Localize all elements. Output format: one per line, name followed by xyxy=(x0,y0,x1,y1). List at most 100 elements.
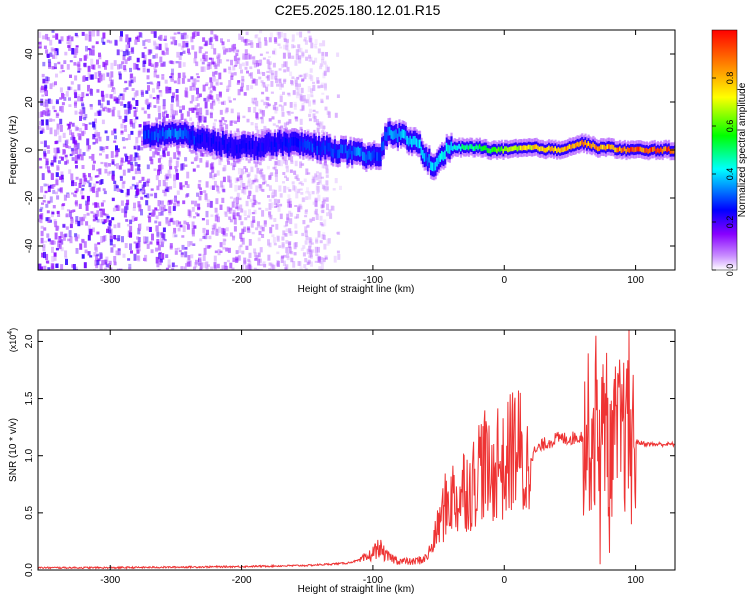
spectrogram-noise-cell xyxy=(243,260,247,266)
spectrogram-noise-cell xyxy=(296,76,300,80)
spectrogram-noise-cell xyxy=(189,100,193,104)
spectrogram-noise-cell xyxy=(60,264,64,270)
spectrogram-noise-cell xyxy=(274,172,278,177)
spectrogram-noise-cell xyxy=(296,32,300,36)
spectrogram-noise-cell xyxy=(186,260,190,264)
spectrogram-noise-cell xyxy=(259,263,263,266)
spectrogram-ridge-core xyxy=(436,157,439,167)
spectrogram-noise-cell xyxy=(216,57,220,63)
spectrogram-ridge-core xyxy=(322,141,325,150)
spectrogram-noise-cell xyxy=(268,154,272,161)
spectrogram-noise-cell xyxy=(211,162,215,169)
spectrogram-noise-cell xyxy=(176,100,180,107)
spectrogram-noise-cell xyxy=(319,215,323,221)
spectrogram-noise-cell xyxy=(285,247,289,254)
spectrogram-noise-cell xyxy=(275,203,279,208)
spectrogram-ridge-core xyxy=(638,146,641,152)
spectrogram-noise-cell xyxy=(49,127,53,135)
spectrogram-noise-cell xyxy=(236,192,240,198)
spectrogram-ridge-core xyxy=(486,147,489,153)
spectrogram-noise-cell xyxy=(278,185,282,192)
colorbar-tick-label: 0.0 xyxy=(725,264,735,277)
spectrogram-noise-cell xyxy=(40,186,44,193)
spectrogram-noise-cell xyxy=(42,61,46,67)
spectrogram-noise-cell xyxy=(61,203,65,210)
spectrogram-noise-cell xyxy=(87,71,91,79)
spectrogram-noise-cell xyxy=(301,105,305,111)
spectrogram-noise-cell xyxy=(324,257,328,260)
spectrogram-noise-cell xyxy=(106,135,110,141)
spectrogram-noise-cell xyxy=(208,57,212,60)
spectrogram-noise-cell xyxy=(219,250,223,253)
spectrogram-noise-cell xyxy=(263,101,267,106)
spectrogram-ridge-core xyxy=(387,127,390,136)
spectrogram-noise-cell xyxy=(138,32,142,37)
spectrogram-noise-cell xyxy=(268,262,272,266)
spectrogram-ridge-core xyxy=(447,144,450,154)
spectrogram-ridge-core xyxy=(469,144,472,149)
spectrogram-noise-cell xyxy=(177,247,181,250)
spectrogram-noise-cell xyxy=(286,111,290,114)
spectrogram-noise-cell xyxy=(84,33,88,41)
spectrogram-noise-cell xyxy=(216,232,220,236)
spectrogram-noise-cell xyxy=(315,239,319,243)
spectrogram-noise-cell xyxy=(175,94,179,102)
spectrogram-noise-cell xyxy=(41,127,45,133)
spectrogram-noise-cell xyxy=(215,94,219,100)
spectrogram-noise-cell xyxy=(258,258,262,263)
spectrogram-noise-cell xyxy=(74,92,78,99)
spectrogram-noise-cell xyxy=(87,65,91,72)
spectrogram-noise-cell xyxy=(249,66,253,70)
spectrogram-ridge-core xyxy=(277,137,280,147)
spectrogram-noise-cell xyxy=(164,188,168,192)
spectrogram-noise-cell xyxy=(96,59,99,65)
spectrogram-noise-cell xyxy=(241,250,245,255)
spectrogram-noise-cell xyxy=(59,187,63,194)
spectrogram-noise-cell xyxy=(246,118,250,123)
spectrogram-noise-cell xyxy=(113,235,117,239)
spectrogram-noise-cell xyxy=(210,43,214,49)
spectrogram-noise-cell xyxy=(68,39,72,46)
spectrogram-noise-cell xyxy=(119,175,123,178)
spectrogram-noise-cell xyxy=(82,76,86,82)
spectrogram-noise-cell xyxy=(75,188,79,192)
spectrogram-noise-cell xyxy=(47,59,51,63)
spectrogram-noise-cell xyxy=(111,197,115,202)
spectrogram-noise-cell xyxy=(198,195,202,201)
spectrogram-noise-cell xyxy=(307,191,311,195)
spectrogram-noise-cell xyxy=(310,42,314,49)
spectrogram-noise-cell xyxy=(277,205,281,212)
spectrogram-ridge-core xyxy=(377,152,381,162)
spectrogram-noise-cell xyxy=(101,149,105,153)
spectrogram-noise-cell xyxy=(265,207,269,211)
spectrogram-ridge-core xyxy=(608,144,611,149)
spectrogram-noise-cell xyxy=(117,248,121,256)
spectrogram-ridge-core xyxy=(262,143,266,152)
spectrogram-noise-cell xyxy=(239,175,242,179)
spectrogram-ridge-core xyxy=(258,142,261,152)
spectrogram-noise-cell xyxy=(137,67,141,71)
spectrogram-ridge-core xyxy=(366,151,370,160)
spectrogram-noise-cell xyxy=(227,247,231,253)
spectrogram-noise-cell xyxy=(158,169,162,174)
spectrogram-noise-cell xyxy=(156,239,160,244)
spectrogram-noise-cell xyxy=(214,119,217,122)
spectrogram-ridge-core xyxy=(151,131,154,141)
spectrogram-noise-cell xyxy=(241,82,244,88)
spectrogram-y-label: Frequency (Hz) xyxy=(8,116,19,185)
spectrogram-ridge-core xyxy=(480,146,483,152)
spectrogram-noise-cell xyxy=(193,225,197,229)
spectrogram-noise-cell xyxy=(137,237,141,242)
spectrogram-noise-cell xyxy=(216,186,220,192)
spectrogram-noise-cell xyxy=(312,201,316,205)
spectrogram-noise-cell xyxy=(49,196,53,203)
spectrogram-noise-cell xyxy=(150,158,154,165)
spectrogram-noise-cell xyxy=(225,247,229,252)
spectrogram-noise-cell xyxy=(282,230,286,236)
spectrogram-noise-cell xyxy=(300,183,304,186)
spectrogram-ridge-core xyxy=(450,141,453,151)
spectrogram-ridge-core xyxy=(499,147,502,153)
spectrogram-noise-cell xyxy=(186,171,190,179)
spectrogram-ridge-core xyxy=(418,139,422,149)
spectrogram-noise-cell xyxy=(177,119,180,123)
